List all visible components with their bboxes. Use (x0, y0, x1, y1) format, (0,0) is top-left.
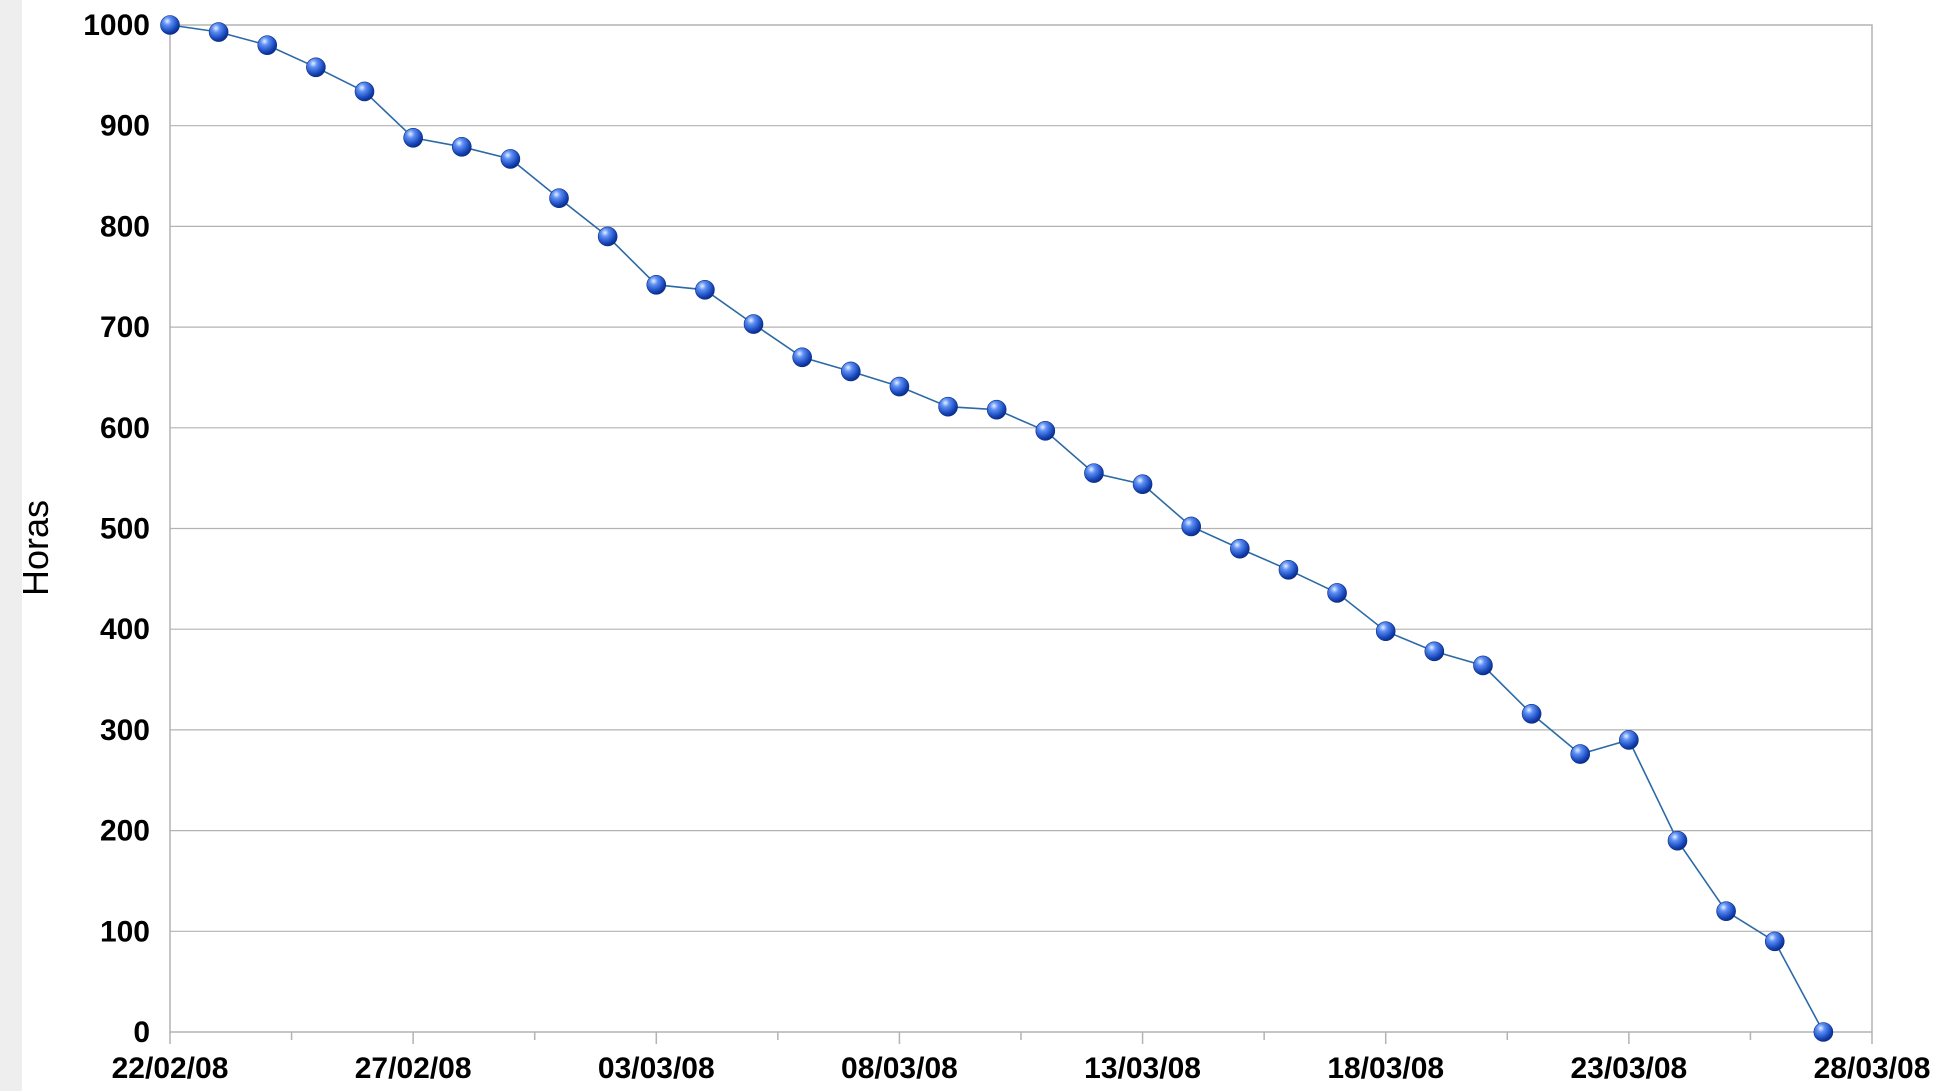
left-margin-strip (0, 0, 22, 1091)
y-tick-label: 1000 (83, 9, 150, 42)
data-point (1619, 730, 1639, 750)
data-point (549, 188, 569, 209)
data-point (1764, 931, 1785, 952)
y-tick-label: 0 (133, 1016, 150, 1049)
data-point (208, 22, 229, 42)
data-point (500, 149, 521, 169)
x-tick-label: 22/02/08 (112, 1052, 229, 1085)
data-point (792, 347, 812, 368)
data-point (695, 280, 715, 300)
x-tick-label: 13/03/08 (1084, 1052, 1201, 1085)
y-tick-label: 900 (100, 110, 150, 143)
data-point (403, 127, 423, 148)
x-axis-tick-marks (169, 1032, 1873, 1044)
data-point (1813, 1022, 1834, 1042)
x-axis-tick-labels: 22/02/08 27/02/08 03/03/08 08/03/08 13/03/08… (112, 1052, 1931, 1085)
y-tick-label: 600 (100, 412, 150, 445)
data-point (1327, 583, 1347, 603)
data-point (451, 137, 472, 157)
data-point (354, 81, 375, 102)
data-point (889, 376, 910, 397)
data-point (1424, 641, 1445, 662)
x-tick-label: 27/02/08 (355, 1052, 472, 1085)
grid-lines (170, 125, 1872, 932)
data-point (646, 275, 667, 295)
data-point (986, 399, 1007, 420)
x-tick-label: 23/03/08 (1570, 1052, 1687, 1085)
data-point (1521, 703, 1542, 724)
data-point (1667, 830, 1688, 851)
data-point (1084, 463, 1104, 483)
data-point (257, 35, 278, 55)
y-tick-label: 700 (100, 311, 150, 344)
y-tick-label: 400 (100, 613, 150, 646)
data-point (306, 57, 326, 78)
data-point (1181, 516, 1201, 537)
x-tick-label: 08/03/08 (841, 1052, 958, 1085)
data-point (1278, 559, 1299, 580)
x-tick-label: 18/03/08 (1327, 1052, 1444, 1085)
data-point (1473, 655, 1493, 676)
data-point (597, 226, 618, 247)
data-point (1716, 901, 1736, 921)
y-tick-label: 200 (100, 815, 150, 848)
x-tick-label: 28/03/08 (1814, 1052, 1931, 1085)
data-point (1230, 538, 1250, 559)
data-point (840, 361, 861, 382)
data-point (1570, 744, 1591, 764)
data-point (1375, 621, 1396, 642)
y-axis-tick-labels: 0 100 200 300 400 500 600 700 800 900 1000 (83, 9, 150, 1049)
y-tick-label: 500 (100, 513, 150, 546)
series-layer (160, 15, 1834, 1042)
y-axis-title: Horas (15, 500, 56, 596)
x-tick-label: 03/03/08 (598, 1052, 715, 1085)
data-point (1035, 421, 1056, 441)
data-point (1132, 474, 1153, 494)
y-tick-label: 300 (100, 714, 150, 747)
data-point (160, 15, 180, 35)
data-point (743, 314, 764, 334)
y-tick-label: 100 (100, 915, 150, 948)
data-point (938, 396, 958, 417)
y-tick-label: 800 (100, 210, 150, 243)
